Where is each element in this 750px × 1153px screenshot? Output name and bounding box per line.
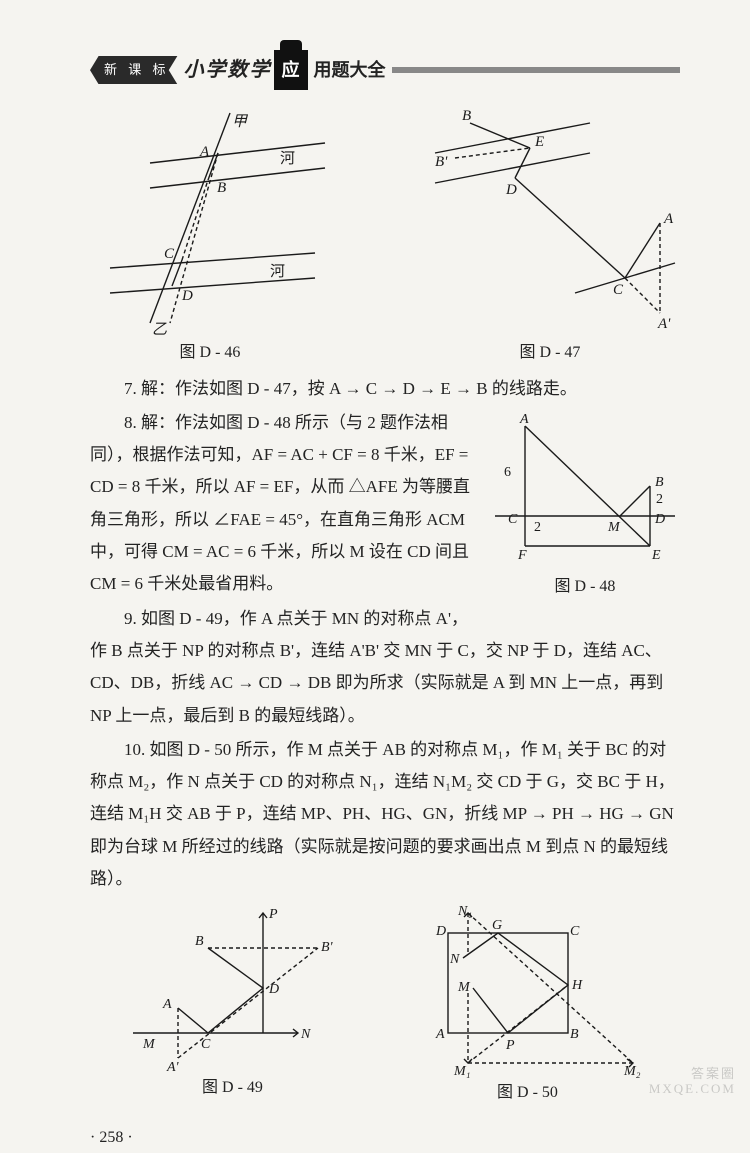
label-Bp: B' xyxy=(435,154,448,170)
figure-d47-caption: 图 D - 47 xyxy=(420,338,680,368)
paragraph-10: 10. 如图 D - 50 所示，作 M 点关于 AB 的对称点 M₁，作 M₁… xyxy=(90,734,680,895)
label-yi: 乙 xyxy=(152,322,167,338)
label-F: F xyxy=(517,548,527,561)
label-C: C xyxy=(570,924,580,939)
label-A: A xyxy=(199,144,210,160)
label-D: D xyxy=(181,288,193,304)
figure-d49-caption: 图 D - 49 xyxy=(123,1073,343,1103)
label-A: A xyxy=(663,211,674,227)
label-2b: 2 xyxy=(656,492,663,507)
label-B: B xyxy=(462,108,471,124)
paragraph-9: 9. 如图 D - 49，作 A 点关于 MN 的对称点 A'，作 B 点关于 … xyxy=(90,603,680,732)
label-C: C xyxy=(613,282,624,298)
label-A: A xyxy=(519,412,529,427)
figure-d46: 甲 A B C D 乙 河 河 图 D - 46 xyxy=(90,108,330,368)
label-N: N xyxy=(300,1027,311,1042)
label-H: H xyxy=(571,978,583,993)
watermark-line1: 答案圈 xyxy=(649,1066,736,1082)
figure-d46-caption: 图 D - 46 xyxy=(90,338,330,368)
figure-d50-caption: 图 D - 50 xyxy=(408,1078,648,1108)
figure-d46-svg: 甲 A B C D 乙 河 河 xyxy=(90,108,330,338)
label-D: D xyxy=(268,982,279,997)
figure-d50-svg: A B C D G H M N N₁ M₁ M₂ P xyxy=(408,903,648,1078)
label-B: B xyxy=(195,934,204,949)
page-number: · 258 · xyxy=(90,1123,680,1153)
label-jia: 甲 xyxy=(232,114,249,130)
label-B: B xyxy=(655,475,664,490)
paragraph-7: 7. 解：作法如图 D - 47，按 A → C → D → E → B 的线路… xyxy=(90,373,680,405)
label-6: 6 xyxy=(504,465,511,480)
label-D: D xyxy=(505,182,517,198)
top-figures-row: 甲 A B C D 乙 河 河 图 D - 46 xyxy=(90,108,680,368)
figure-d48: A B C D E F M 6 2 2 图 D - 48 xyxy=(490,411,680,603)
book-title-suffix: 用题大全 xyxy=(314,53,386,87)
figure-d48-caption: 图 D - 48 xyxy=(490,572,680,602)
label-A: A xyxy=(435,1027,445,1042)
label-E: E xyxy=(651,548,661,561)
figure-d49: M N P A A' B B' C D 图 D - 49 xyxy=(123,903,343,1108)
label-Bp: B' xyxy=(321,940,334,955)
series-badge: 新 课 标 xyxy=(90,56,178,85)
watermark-line2: MXQE.COM xyxy=(649,1081,736,1097)
label-M2: M₂ xyxy=(623,1064,641,1078)
label-C: C xyxy=(201,1037,211,1052)
label-M: M xyxy=(607,520,621,535)
label-N: N xyxy=(449,952,460,967)
label-D: D xyxy=(435,924,446,939)
label-A: A xyxy=(162,997,172,1012)
label-Ap: A' xyxy=(166,1060,180,1073)
label-M: M xyxy=(457,980,471,995)
bottom-figures-row: M N P A A' B B' C D 图 D - 49 xyxy=(90,903,680,1108)
figure-d48-svg: A B C D E F M 6 2 2 xyxy=(490,411,680,561)
label-2a: 2 xyxy=(534,520,541,535)
label-C: C xyxy=(508,512,518,527)
book-title-main: 小学数学 xyxy=(184,51,272,89)
figure-d47: B B' E D C A A' 图 D - 47 xyxy=(420,108,680,368)
label-E: E xyxy=(534,134,544,150)
label-M: M xyxy=(142,1037,156,1052)
label-D: D xyxy=(654,512,665,527)
label-G: G xyxy=(492,918,502,933)
label-P: P xyxy=(505,1038,515,1053)
figure-d47-svg: B B' E D C A A' xyxy=(420,108,680,338)
label-river-2: 河 xyxy=(270,263,285,280)
figure-d49-svg: M N P A A' B B' C D xyxy=(123,903,343,1073)
label-P: P xyxy=(268,907,278,922)
header-rule xyxy=(392,65,680,75)
book-title-dark: 应 xyxy=(274,50,308,90)
watermark: 答案圈 MXQE.COM xyxy=(649,1066,736,1097)
label-B: B xyxy=(217,180,226,196)
label-C: C xyxy=(164,246,175,262)
figure-d50: A B C D G H M N N₁ M₁ M₂ P 图 D - 50 xyxy=(408,903,648,1108)
page-header: 新 课 标 小学数学 应 用题大全 xyxy=(90,50,680,90)
label-Ap: A' xyxy=(657,316,671,332)
label-B: B xyxy=(570,1027,579,1042)
label-M1: M₁ xyxy=(453,1064,471,1078)
label-river-1: 河 xyxy=(280,150,295,167)
